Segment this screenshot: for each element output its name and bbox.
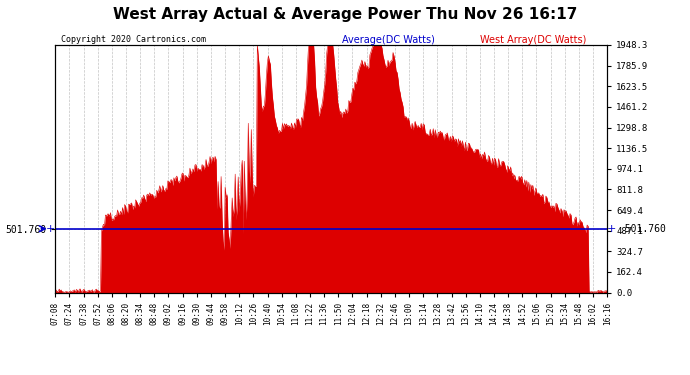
Text: +: + [607,224,617,234]
Text: 501.760: 501.760 [613,224,666,234]
Text: West Array(DC Watts): West Array(DC Watts) [480,35,586,45]
Text: +: + [46,224,55,234]
Text: Average(DC Watts): Average(DC Watts) [342,35,435,45]
Text: Copyright 2020 Cartronics.com: Copyright 2020 Cartronics.com [61,35,206,44]
Text: West Array Actual & Average Power Thu Nov 26 16:17: West Array Actual & Average Power Thu No… [112,8,578,22]
